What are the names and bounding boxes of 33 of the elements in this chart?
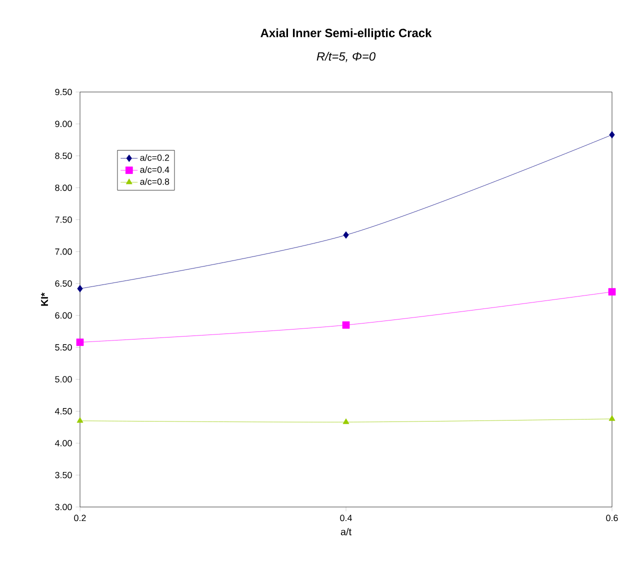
legend-label: a/c=0.8	[140, 178, 170, 185]
y-tick-label: 9.50	[55, 88, 72, 96]
point	[608, 415, 616, 421]
y-tick-label: 3.50	[55, 472, 72, 478]
chart-title: Axial Inner Semi-elliptic Crack	[260, 28, 432, 40]
legend-label: a/c=0.2	[140, 154, 170, 161]
y-axis-title: KI*	[41, 292, 48, 306]
x-tick-label: 0.4	[340, 514, 352, 522]
y-tick-label: 5.50	[55, 344, 72, 351]
y-tick-label: 3.00	[55, 504, 72, 510]
y-tick-label: 4.50	[54, 408, 72, 414]
point	[609, 131, 615, 138]
y-tick-label: 4.00	[54, 440, 72, 446]
legend-label: a/c=0.4	[140, 166, 170, 173]
y-tick-label: 6.50	[55, 280, 72, 287]
x-axis-title: a/t	[340, 528, 352, 536]
x-tick-label: 0.2	[74, 514, 86, 522]
point	[342, 418, 350, 424]
x-tick-label: 0.6	[606, 514, 618, 522]
point	[76, 338, 84, 346]
point	[77, 284, 83, 292]
y-tick-label: 7.00	[55, 248, 72, 255]
y-tick-label: 7.50	[55, 216, 72, 223]
point	[76, 417, 84, 423]
point	[343, 231, 349, 239]
y-tick-label: 5.00	[55, 376, 72, 382]
y-tick-label: 6.00	[55, 312, 72, 319]
point	[608, 288, 616, 296]
point	[342, 321, 350, 329]
y-tick-label: 9.00	[55, 120, 72, 128]
chart-subtitle: R/t=5, Φ=0	[316, 52, 376, 62]
y-tick-label: 8.50	[55, 152, 72, 160]
y-tick-label: 8.00	[55, 184, 72, 191]
